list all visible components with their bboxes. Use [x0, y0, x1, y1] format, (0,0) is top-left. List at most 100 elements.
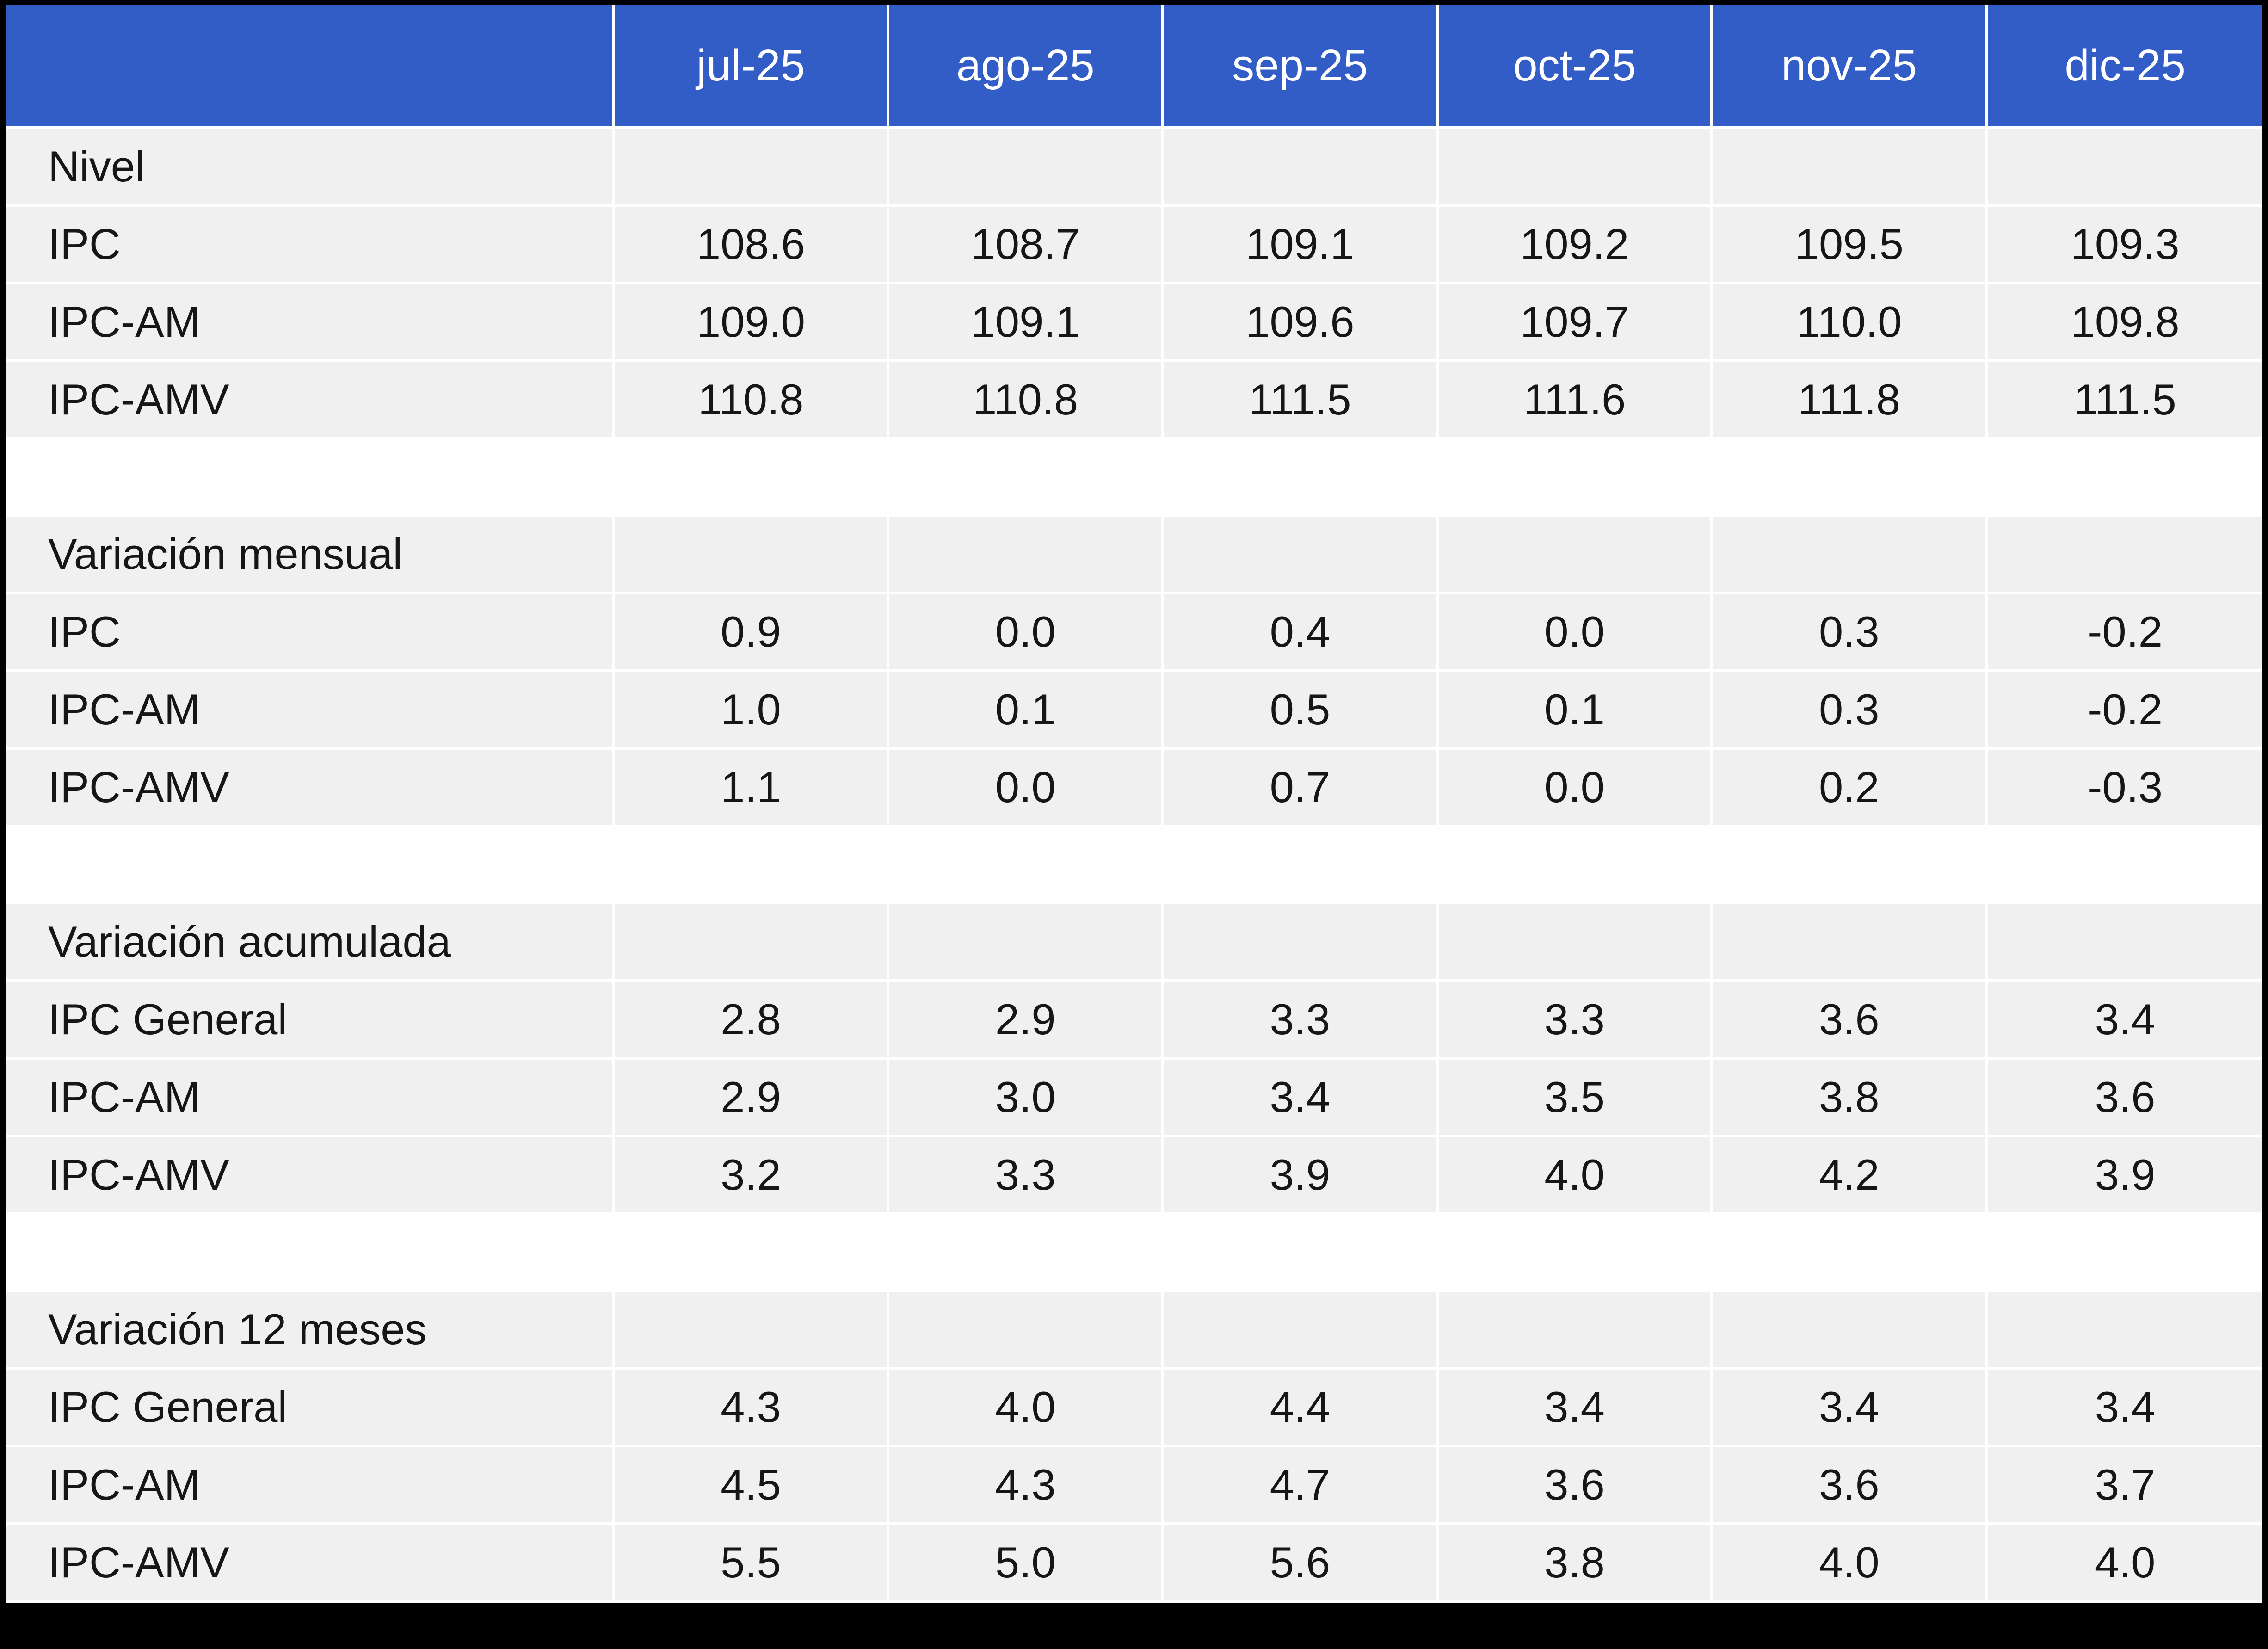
value-cell: 3.8 — [1713, 1060, 1988, 1137]
value-cell: 5.0 — [889, 1525, 1165, 1603]
value-cell: 111.5 — [1988, 362, 2262, 440]
value-cell: 1.1 — [615, 750, 890, 828]
row-label-cell: IPC-AM — [6, 672, 615, 750]
empty-cell — [1438, 904, 1713, 982]
value-cell: -0.2 — [1988, 594, 2262, 672]
value-cell: 109.2 — [1438, 207, 1713, 284]
value-cell: 3.6 — [1713, 982, 1988, 1060]
empty-cell — [1988, 1292, 2262, 1370]
section-title-cell: Variación 12 meses — [6, 1292, 615, 1370]
table-row: IPC General 2.8 2.9 3.3 3.3 3.6 3.4 — [6, 982, 2262, 1060]
table-row: IPC-AM 109.0 109.1 109.6 109.7 110.0 109.8 — [6, 284, 2262, 362]
value-cell: 109.5 — [1713, 207, 1988, 284]
value-cell: 3.6 — [1713, 1447, 1988, 1525]
section-title-cell: Variación mensual — [6, 517, 615, 594]
value-cell: 111.8 — [1713, 362, 1988, 440]
value-cell: 3.2 — [615, 1137, 890, 1215]
empty-cell — [1988, 517, 2262, 594]
table-row: IPC 108.6 108.7 109.1 109.2 109.5 109.3 — [6, 207, 2262, 284]
table-row: IPC-AM 1.0 0.1 0.5 0.1 0.3 -0.2 — [6, 672, 2262, 750]
value-cell: 109.1 — [1164, 207, 1439, 284]
value-cell: 3.0 — [889, 1060, 1165, 1137]
value-cell: 4.3 — [615, 1370, 890, 1447]
value-cell: 0.3 — [1713, 672, 1988, 750]
section-header-row: Nivel — [6, 129, 2262, 207]
value-cell: 110.8 — [889, 362, 1165, 440]
row-label-cell: IPC General — [6, 982, 615, 1060]
section-gap-row — [6, 440, 2262, 517]
row-label-cell: IPC-AMV — [6, 750, 615, 828]
table-row: IPC-AM 2.9 3.0 3.4 3.5 3.8 3.6 — [6, 1060, 2262, 1137]
gap-cell — [6, 1215, 2262, 1292]
row-label-cell: IPC-AMV — [6, 362, 615, 440]
value-cell: 0.4 — [1164, 594, 1439, 672]
value-cell: 0.1 — [889, 672, 1165, 750]
value-cell: 109.6 — [1164, 284, 1439, 362]
empty-cell — [1164, 1292, 1439, 1370]
value-cell: 4.7 — [1164, 1447, 1439, 1525]
header-row: jul-25 ago-25 sep-25 oct-25 nov-25 dic-2… — [6, 5, 2262, 129]
col-header-nov: nov-25 — [1713, 5, 1988, 129]
gap-cell — [6, 828, 2262, 904]
value-cell: 4.3 — [889, 1447, 1165, 1525]
empty-cell — [1713, 517, 1988, 594]
empty-cell — [1713, 1292, 1988, 1370]
ipc-table: jul-25 ago-25 sep-25 oct-25 nov-25 dic-2… — [6, 5, 2262, 1603]
table-row: IPC 0.9 0.0 0.4 0.0 0.3 -0.2 — [6, 594, 2262, 672]
value-cell: 3.5 — [1438, 1060, 1713, 1137]
section-title-cell: Variación acumulada — [6, 904, 615, 982]
value-cell: 111.5 — [1164, 362, 1439, 440]
value-cell: 109.3 — [1988, 207, 2262, 284]
table-row: IPC-AMV 5.5 5.0 5.6 3.8 4.0 4.0 — [6, 1525, 2262, 1603]
value-cell: 0.2 — [1713, 750, 1988, 828]
value-cell: 3.7 — [1988, 1447, 2262, 1525]
col-header-jul: jul-25 — [615, 5, 890, 129]
value-cell: 0.0 — [889, 594, 1165, 672]
empty-cell — [1988, 129, 2262, 207]
value-cell: 111.6 — [1438, 362, 1713, 440]
value-cell: 0.1 — [1438, 672, 1713, 750]
empty-cell — [1164, 129, 1439, 207]
value-cell: 0.7 — [1164, 750, 1439, 828]
section-header-row: Variación mensual — [6, 517, 2262, 594]
value-cell: 5.5 — [615, 1525, 890, 1603]
value-cell: 1.0 — [615, 672, 890, 750]
value-cell: 4.0 — [1713, 1525, 1988, 1603]
table-row: IPC-AMV 1.1 0.0 0.7 0.0 0.2 -0.3 — [6, 750, 2262, 828]
col-header-sep: sep-25 — [1164, 5, 1439, 129]
empty-cell — [615, 129, 890, 207]
row-label-cell: IPC-AM — [6, 284, 615, 362]
table-row: IPC General 4.3 4.0 4.4 3.4 3.4 3.4 — [6, 1370, 2262, 1447]
empty-cell — [1988, 904, 2262, 982]
empty-cell — [1164, 517, 1439, 594]
empty-cell — [615, 1292, 890, 1370]
gap-cell — [6, 440, 2262, 517]
value-cell: -0.2 — [1988, 672, 2262, 750]
value-cell: 4.0 — [889, 1370, 1165, 1447]
table-row: IPC-AMV 3.2 3.3 3.9 4.0 4.2 3.9 — [6, 1137, 2262, 1215]
value-cell: 3.4 — [1988, 982, 2262, 1060]
section-header-row: Variación acumulada — [6, 904, 2262, 982]
col-header-oct: oct-25 — [1438, 5, 1713, 129]
value-cell: 3.9 — [1988, 1137, 2262, 1215]
value-cell: 0.3 — [1713, 594, 1988, 672]
empty-cell — [615, 517, 890, 594]
value-cell: 2.9 — [889, 982, 1165, 1060]
value-cell: 109.8 — [1988, 284, 2262, 362]
value-cell: 109.0 — [615, 284, 890, 362]
section-header-row: Variación 12 meses — [6, 1292, 2262, 1370]
empty-cell — [615, 904, 890, 982]
col-header-ago: ago-25 — [889, 5, 1165, 129]
empty-cell — [1164, 904, 1439, 982]
value-cell: 3.8 — [1438, 1525, 1713, 1603]
value-cell: 3.9 — [1164, 1137, 1439, 1215]
value-cell: 3.4 — [1438, 1370, 1713, 1447]
value-cell: 3.6 — [1438, 1447, 1713, 1525]
value-cell: 2.9 — [615, 1060, 890, 1137]
value-cell: 4.0 — [1988, 1525, 2262, 1603]
empty-cell — [1713, 129, 1988, 207]
value-cell: 0.5 — [1164, 672, 1439, 750]
value-cell: 110.0 — [1713, 284, 1988, 362]
value-cell: 3.3 — [1438, 982, 1713, 1060]
ipc-table-container: jul-25 ago-25 sep-25 oct-25 nov-25 dic-2… — [6, 5, 2262, 1603]
